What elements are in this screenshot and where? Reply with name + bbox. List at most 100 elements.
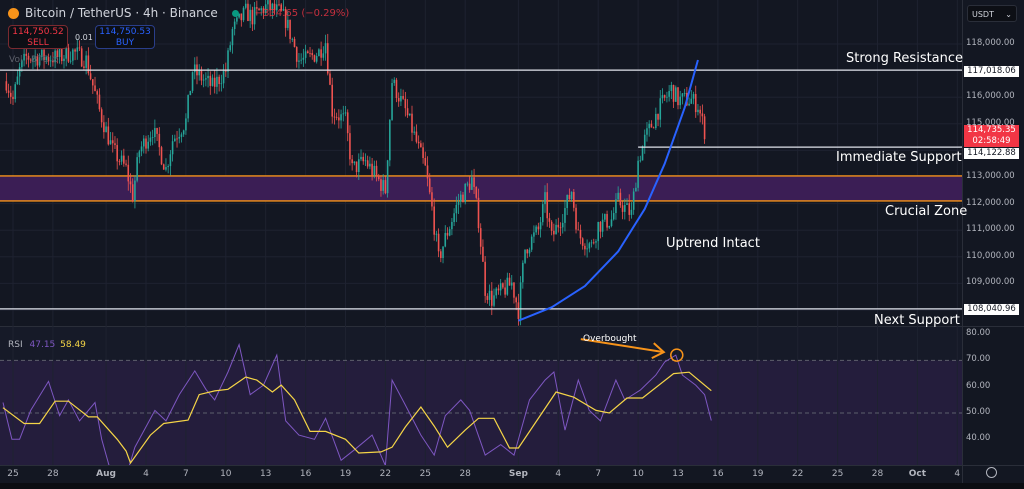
currency-select[interactable]: USDT ⌄ (967, 5, 1017, 22)
candle-body (530, 236, 533, 250)
candle-body (402, 96, 404, 99)
candle-body (679, 96, 682, 106)
candle-body (238, 13, 240, 18)
candle-body (564, 208, 566, 223)
candle-body (537, 226, 540, 230)
candle-body (307, 51, 309, 53)
settings-gear-icon[interactable] (986, 467, 997, 478)
symbol-header[interactable]: Bitcoin / TetherUS · 4h · Binance −334.6… (8, 6, 349, 20)
candle-body (222, 70, 225, 84)
candle-body (87, 55, 90, 74)
candle-body (236, 17, 238, 22)
candle-body (446, 232, 449, 236)
candle-body (519, 282, 522, 319)
candle-body (546, 192, 549, 219)
candle-body (488, 290, 491, 300)
candle-body (311, 53, 314, 56)
candle-body (459, 194, 462, 202)
candle-body (98, 94, 101, 110)
candle-body (468, 183, 471, 190)
rsi-band (0, 360, 962, 465)
eye-hidden-icon[interactable]: ⊘ (51, 55, 59, 65)
candle-body (262, 8, 265, 14)
candle-body (674, 87, 677, 102)
candle-body (189, 90, 192, 96)
buy-button[interactable]: 114,750.53 BUY (95, 25, 155, 49)
candle-body (353, 161, 356, 164)
candle-body (510, 282, 513, 286)
candle-body (473, 177, 475, 187)
candle-body (533, 232, 535, 237)
candle-body (49, 60, 52, 62)
candle-body (455, 204, 458, 214)
time-tick-label: 25 (419, 469, 432, 479)
symbol-title: Bitcoin / TetherUS · 4h · Binance (25, 6, 218, 20)
candle-body (127, 164, 130, 182)
candle-body (275, 4, 278, 11)
candle-body (216, 76, 218, 87)
candle-body (590, 242, 593, 244)
immediate-support-label: Immediate Support (836, 150, 962, 165)
candle-body (561, 222, 564, 228)
time-tick-label: 19 (339, 469, 352, 479)
volume-indicator-label[interactable]: Vol · BTC ⊘ (9, 55, 59, 65)
candle-body (145, 138, 147, 149)
candle-body (584, 245, 586, 250)
candle-body (318, 49, 320, 57)
candle-body (202, 79, 205, 81)
candle-body (289, 19, 291, 39)
candle-body (333, 116, 336, 118)
candle-body (380, 179, 382, 191)
candle-body (566, 194, 568, 209)
candle-body (142, 138, 145, 147)
candle-body (431, 192, 433, 207)
candle-body (628, 203, 631, 215)
candle-body (267, 0, 269, 5)
candle-body (284, 9, 287, 28)
time-tick-label: 16 (712, 469, 724, 479)
candle-body (54, 50, 56, 63)
candle-body (100, 109, 103, 123)
candle-body (225, 70, 227, 72)
price-pane (0, 0, 962, 326)
candle-body (389, 119, 391, 161)
candle-body (47, 57, 50, 62)
rsi-legend[interactable]: RSI 47.15 58.49 (8, 340, 86, 350)
currency-value: USDT (972, 10, 994, 19)
time-tick-label: 16 (299, 469, 312, 479)
price-tick-label: 115,000.00 (966, 117, 1015, 128)
candle-body (364, 160, 367, 162)
candle-body (486, 295, 489, 300)
candle-body (5, 81, 8, 91)
candle-body (541, 204, 544, 223)
candle-body (457, 201, 460, 205)
candle-body (435, 233, 438, 235)
candle-body (346, 112, 349, 134)
candle-body (258, 8, 260, 11)
candle-body (103, 122, 105, 133)
rsi-tick-label: 70.00 (966, 354, 991, 365)
candle-body (131, 184, 134, 202)
candles (5, 0, 706, 326)
candle-body (282, 9, 285, 11)
price-tick-label: 109,000.00 (966, 277, 1015, 288)
candle-body (495, 288, 498, 296)
buy-label: BUY (115, 38, 135, 48)
candle-body (384, 180, 387, 194)
candle-body (417, 141, 420, 144)
sell-button[interactable]: 114,750.52 SELL (8, 25, 68, 49)
candle-body (366, 160, 369, 167)
candle-body (666, 96, 668, 98)
order-quantity[interactable]: 0.01 (75, 33, 93, 42)
candle-body (692, 94, 695, 99)
candle-body (668, 91, 670, 97)
candle-body (437, 233, 440, 252)
candle-body (408, 113, 411, 116)
candle-body (331, 84, 333, 117)
candle-body (76, 47, 79, 52)
candle-body (420, 143, 422, 148)
candle-body (703, 116, 706, 140)
candle-body (260, 8, 263, 11)
candle-body (502, 283, 504, 288)
